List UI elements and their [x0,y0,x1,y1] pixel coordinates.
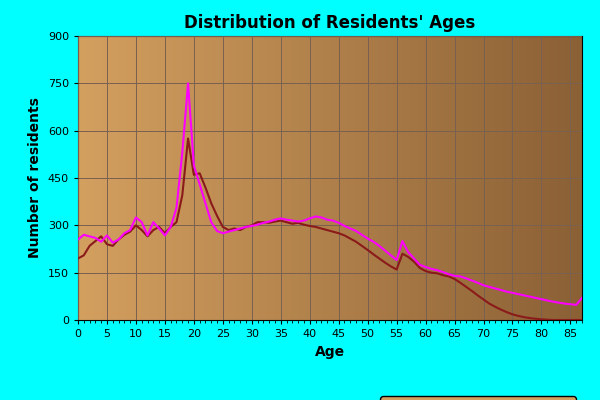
X-axis label: Age: Age [315,344,345,358]
Legend: Males, Females: Males, Females [380,396,576,400]
Y-axis label: Number of residents: Number of residents [28,98,42,258]
Title: Distribution of Residents' Ages: Distribution of Residents' Ages [184,14,476,32]
